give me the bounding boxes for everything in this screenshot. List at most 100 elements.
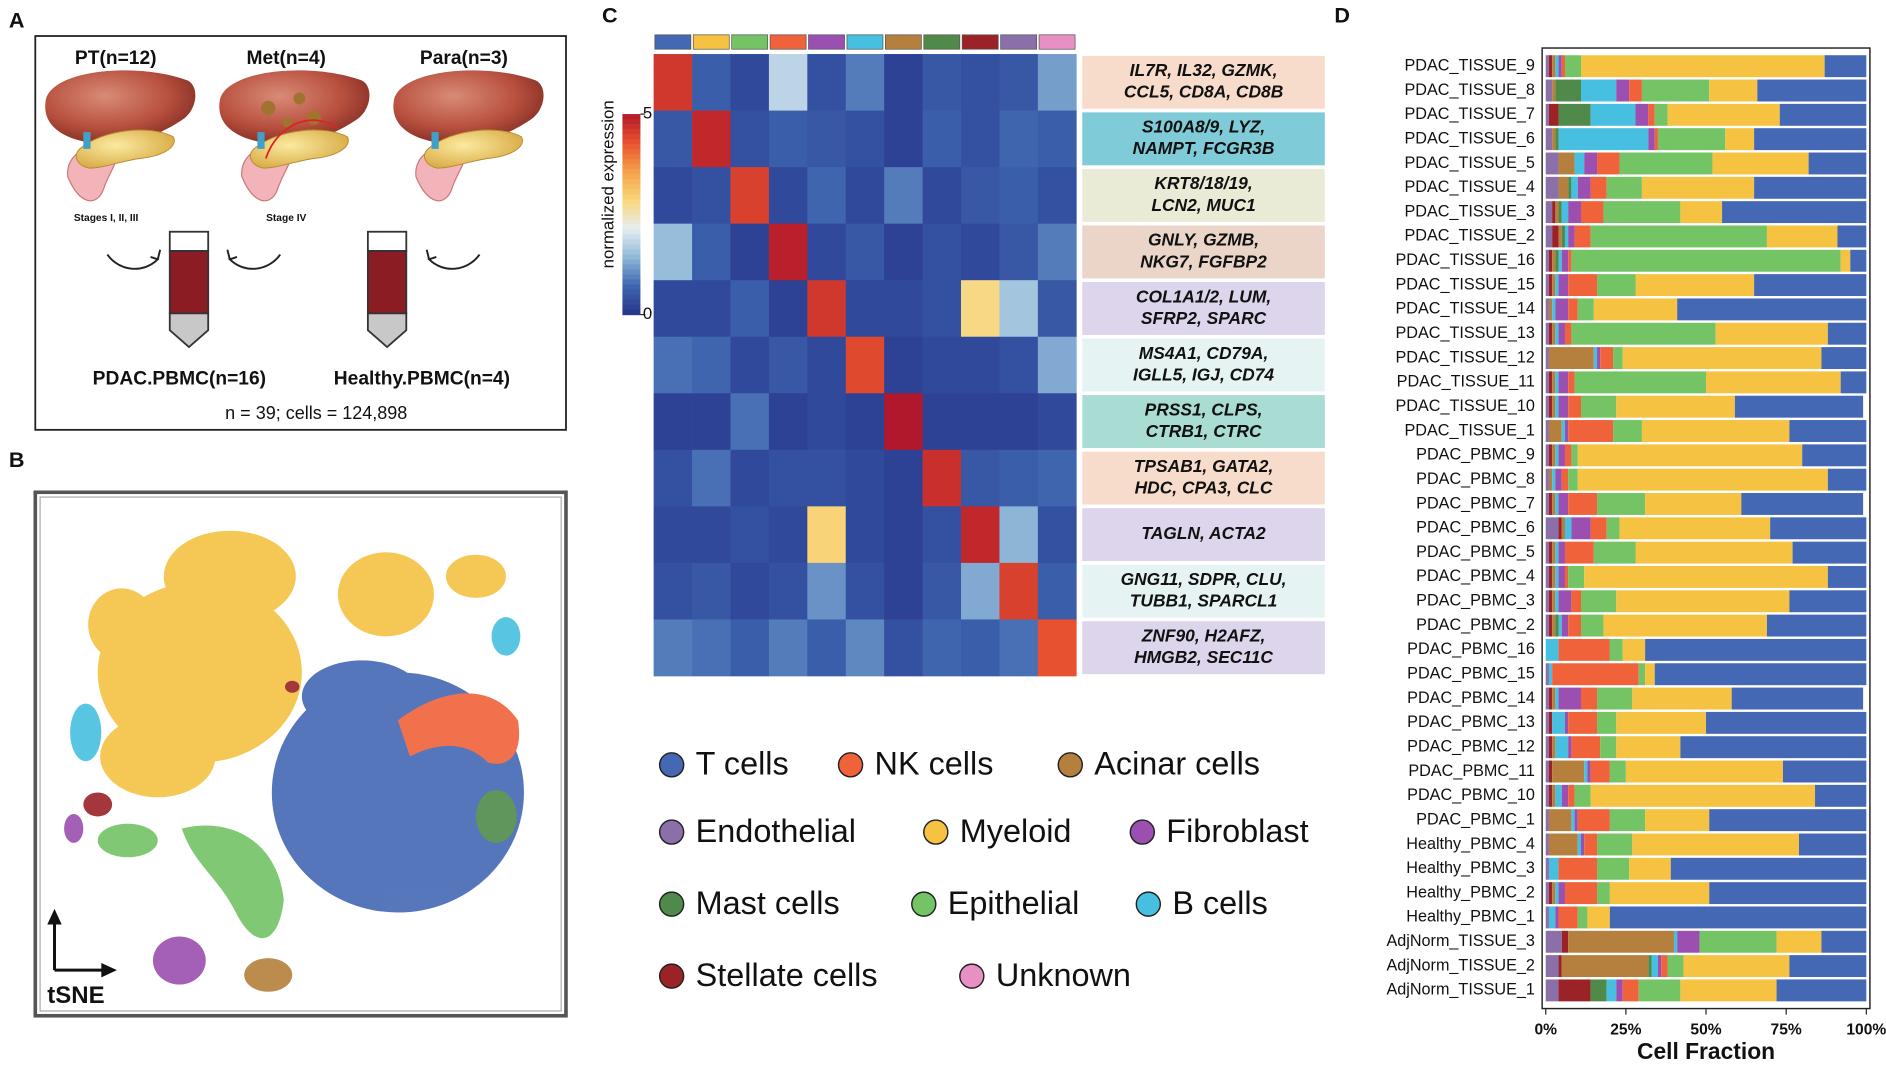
heatmap-cell bbox=[653, 54, 693, 111]
heatmap-cell bbox=[845, 393, 885, 451]
heatmap-cell bbox=[1037, 336, 1077, 394]
heatmap-cell bbox=[653, 223, 693, 281]
heatmap-cell bbox=[768, 223, 808, 281]
bar-segment bbox=[1568, 711, 1598, 734]
heatmap-cell bbox=[653, 110, 693, 168]
colorbar-step bbox=[622, 204, 641, 210]
legend-label: NK cells bbox=[875, 746, 994, 782]
colorbar-step bbox=[622, 224, 641, 230]
bar-segment bbox=[1545, 833, 1549, 856]
bar-segment bbox=[1558, 541, 1565, 564]
bar-segment bbox=[1709, 79, 1758, 102]
heatmap-cell bbox=[922, 336, 962, 394]
bar-segment bbox=[1558, 322, 1565, 345]
heatmap-cell bbox=[1037, 393, 1077, 451]
bar-segment bbox=[1568, 395, 1582, 418]
heatmap-cell bbox=[730, 449, 770, 507]
bar-segment bbox=[1555, 371, 1559, 394]
colorbar-step bbox=[622, 114, 641, 120]
bar-segment bbox=[1545, 906, 1549, 929]
bar-segment bbox=[1766, 614, 1867, 637]
group-label: Met(n=4) bbox=[246, 48, 325, 69]
colorbar-step bbox=[622, 279, 641, 286]
y-tick-label: PDAC_TISSUE_4 bbox=[1404, 178, 1534, 196]
bar-segment bbox=[1548, 249, 1553, 272]
bar-segment bbox=[1667, 955, 1684, 978]
heatmap-cell bbox=[845, 280, 885, 338]
bar-segment bbox=[1597, 347, 1601, 370]
heatmap-cell bbox=[922, 280, 962, 338]
gene-label: LCN2, MUC1 bbox=[1151, 195, 1255, 215]
bar-segment bbox=[1571, 517, 1591, 540]
bar-segment bbox=[1552, 882, 1556, 905]
heatmap-cell bbox=[807, 506, 847, 564]
bar-segment bbox=[1587, 760, 1591, 783]
bar-segment bbox=[1641, 420, 1790, 442]
heatmap-cell bbox=[999, 619, 1039, 677]
bar-segment bbox=[1552, 274, 1556, 297]
bar-segment bbox=[1581, 395, 1617, 418]
panel-letter: C bbox=[602, 3, 618, 28]
gene-label: ZNF90, H2AFZ, bbox=[1141, 625, 1266, 645]
heatmap-cell bbox=[807, 167, 847, 225]
bar-segment bbox=[1789, 420, 1867, 442]
cluster-color-bar bbox=[885, 34, 922, 50]
bar-segment bbox=[1571, 736, 1601, 759]
y-tick-label: PDAC_PBMC_10 bbox=[1407, 786, 1535, 804]
heatmap-cell bbox=[1037, 619, 1077, 677]
heatmap-cell bbox=[1037, 449, 1077, 507]
heatmap-cell bbox=[653, 619, 693, 677]
bar-segment bbox=[1789, 590, 1867, 613]
bar-segment bbox=[1558, 979, 1591, 1002]
bar-segment bbox=[1581, 687, 1598, 710]
heatmap-cell bbox=[692, 393, 731, 451]
cluster-color-bar bbox=[769, 34, 807, 50]
x-tick-label: 100% bbox=[1846, 1021, 1886, 1038]
bar-segment bbox=[1677, 930, 1700, 953]
bar-segment bbox=[1548, 274, 1553, 297]
bar-segment bbox=[1821, 930, 1867, 953]
bar-segment bbox=[1590, 517, 1607, 540]
panel-letter: A bbox=[9, 7, 25, 32]
gene-label: GNLY, GZMB, bbox=[1148, 230, 1259, 250]
bar-segment bbox=[1568, 493, 1598, 515]
bar-segment bbox=[1555, 444, 1559, 467]
heatmap-cell bbox=[807, 223, 847, 281]
y-tick-label: PDAC_TISSUE_2 bbox=[1404, 227, 1534, 245]
bar-segment bbox=[1545, 128, 1553, 151]
heatmap-cell bbox=[692, 280, 731, 338]
bar-segment bbox=[1574, 371, 1707, 394]
colorbar-step bbox=[622, 209, 641, 215]
x-tick-label: 75% bbox=[1771, 1021, 1802, 1038]
y-tick-label: PDAC_TISSUE_14 bbox=[1395, 300, 1534, 318]
bar-segment bbox=[1584, 760, 1588, 783]
bar-segment bbox=[1706, 711, 1867, 734]
bar-segment bbox=[1568, 736, 1572, 759]
x-axis-label: Cell Fraction bbox=[1637, 1038, 1775, 1064]
y-tick-label: PDAC_PBMC_4 bbox=[1416, 567, 1535, 585]
bar-segment bbox=[1545, 565, 1549, 588]
bar-segment bbox=[1545, 152, 1559, 175]
y-tick-label: PDAC_TISSUE_15 bbox=[1395, 275, 1534, 293]
bar-segment bbox=[1555, 298, 1569, 321]
heatmap-cell bbox=[845, 223, 885, 281]
bar-segment bbox=[1558, 493, 1569, 515]
gene-label-box bbox=[1082, 112, 1325, 166]
bar-segment bbox=[1555, 906, 1559, 929]
bar-segment bbox=[1574, 152, 1585, 175]
y-tick-label: Healthy_PBMC_1 bbox=[1406, 908, 1535, 926]
bar-segment bbox=[1548, 760, 1553, 783]
bar-segment bbox=[1609, 906, 1867, 929]
bar-segment bbox=[1613, 347, 1623, 370]
bar-segment bbox=[1597, 711, 1617, 734]
bar-segment bbox=[1548, 784, 1553, 807]
heatmap-cell bbox=[961, 393, 1000, 451]
heatmap-cell bbox=[922, 110, 962, 168]
bar-segment bbox=[1545, 371, 1549, 394]
heatmap-cell bbox=[845, 506, 885, 564]
bar-segment bbox=[1568, 468, 1578, 491]
bar-segment bbox=[1590, 760, 1610, 783]
colorbar-label: normalized expression bbox=[599, 100, 618, 268]
heatmap-cell bbox=[692, 619, 731, 677]
bar-segment bbox=[1680, 736, 1867, 759]
